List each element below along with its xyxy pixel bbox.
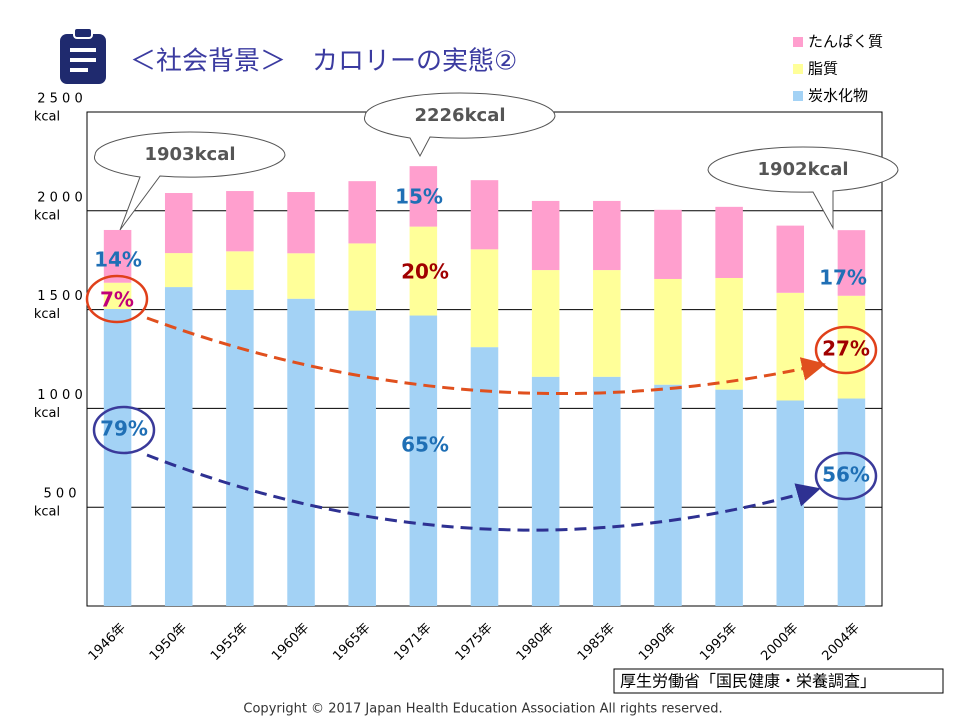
source-box <box>613 668 944 694</box>
bar-segment <box>103 309 132 606</box>
highlight-circle <box>814 325 878 375</box>
bar-segment <box>348 310 376 606</box>
percent-label: 7% <box>100 288 134 312</box>
y-tick-unit: kcal <box>34 307 60 322</box>
percent-label: 20% <box>401 260 449 284</box>
bar-segment <box>837 230 866 296</box>
copyright: Copyright © 2017 Japan Health Education … <box>243 702 722 717</box>
bar-segment <box>409 166 438 227</box>
x-tick-label: 1985年 <box>575 621 618 664</box>
y-tick-label: 1 0 0 0 <box>37 388 82 403</box>
bar-segment <box>409 226 438 316</box>
bar-segment <box>164 193 193 254</box>
y-tick-label: 2 0 0 0 <box>37 190 82 205</box>
bar-segment <box>593 200 621 271</box>
bar-segment <box>103 229 132 283</box>
legend-swatch <box>793 91 803 101</box>
bar-segment <box>593 376 621 606</box>
callout-text: 2226kcal <box>414 105 505 126</box>
bar-segment <box>837 398 866 606</box>
bar-segment <box>776 400 805 606</box>
x-tick-label: 1975年 <box>453 621 496 664</box>
y-tick-unit: kcal <box>34 505 60 520</box>
bar-segment <box>470 249 499 348</box>
x-tick-label: 1995年 <box>697 621 740 664</box>
percent-label: 15% <box>395 185 443 209</box>
callout-bubble <box>94 131 286 231</box>
bar-segment <box>776 225 805 293</box>
bar-segment <box>470 347 499 606</box>
y-tick-unit: kcal <box>34 208 60 223</box>
percent-label: 27% <box>822 337 870 361</box>
bar-segment <box>164 287 193 606</box>
highlight-circle <box>85 274 149 324</box>
bar-segment <box>287 192 315 254</box>
callout-text: 1902kcal <box>757 159 848 180</box>
bar-segment <box>837 295 866 399</box>
callout-bubble <box>707 146 899 230</box>
bar-segment <box>226 289 254 606</box>
bar-segment <box>348 181 376 244</box>
percent-label: 79% <box>100 417 148 441</box>
callout-bubble <box>364 92 556 158</box>
x-tick-label: 1990年 <box>636 621 679 664</box>
source: 厚生労働省「国民健康・栄養調査」 <box>620 672 876 691</box>
callout-text: 1903kcal <box>144 144 235 165</box>
bar-segment <box>654 384 682 606</box>
bar-segment <box>654 209 682 279</box>
x-tick-label: 1980年 <box>514 621 557 664</box>
bar-segment <box>593 270 621 377</box>
y-tick-label: 5 0 0 <box>43 487 76 502</box>
x-tick-label: 1955年 <box>208 621 251 664</box>
bar-segment <box>776 292 805 401</box>
bar-segment <box>409 315 438 606</box>
bar-segment <box>531 376 560 606</box>
highlight-circle <box>814 451 878 501</box>
y-tick-unit: kcal <box>34 110 60 125</box>
percent-label: 14% <box>94 248 142 272</box>
legend-label: 炭水化物 <box>808 87 868 105</box>
carb-trend-arrow <box>146 453 821 532</box>
clipboard-icon <box>60 27 106 84</box>
legend-swatch <box>793 64 803 74</box>
bar-segment <box>715 206 743 278</box>
title: ＜社会背景＞ カロリーの実態② <box>130 47 517 77</box>
bar-segment <box>287 253 315 299</box>
percent-label: 17% <box>819 266 867 290</box>
y-tick-unit: kcal <box>34 406 60 421</box>
percent-label: 56% <box>822 463 870 487</box>
legend-swatch <box>793 37 803 47</box>
bar-segment <box>348 243 376 311</box>
bar-segment <box>103 282 132 310</box>
x-tick-label: 1950年 <box>147 621 190 664</box>
x-tick-label: 1946年 <box>86 621 129 664</box>
bar-segment <box>287 298 315 606</box>
bar-segment <box>715 277 743 390</box>
percent-label: 65% <box>401 433 449 457</box>
y-tick-label: 1 5 0 0 <box>37 289 82 304</box>
bar-segment <box>715 389 743 606</box>
x-tick-label: 1971年 <box>391 621 434 664</box>
bar-segment <box>226 191 254 252</box>
bar-segment <box>654 278 682 385</box>
bar-segment <box>226 251 254 290</box>
highlight-circle <box>92 405 156 455</box>
bar-segment <box>531 270 560 377</box>
x-tick-label: 1960年 <box>269 621 312 664</box>
bar-segment <box>164 253 193 288</box>
fat-trend-arrow <box>146 316 826 396</box>
bar-segment <box>531 200 560 271</box>
bar-segment <box>470 180 499 250</box>
y-tick-label: 2 5 0 0 <box>37 92 82 107</box>
x-tick-label: 1965年 <box>330 621 373 664</box>
legend-label: 脂質 <box>808 60 838 78</box>
x-tick-label: 2004年 <box>820 621 863 664</box>
legend-label: たんぱく質 <box>808 33 883 51</box>
x-tick-label: 2000年 <box>758 621 801 664</box>
